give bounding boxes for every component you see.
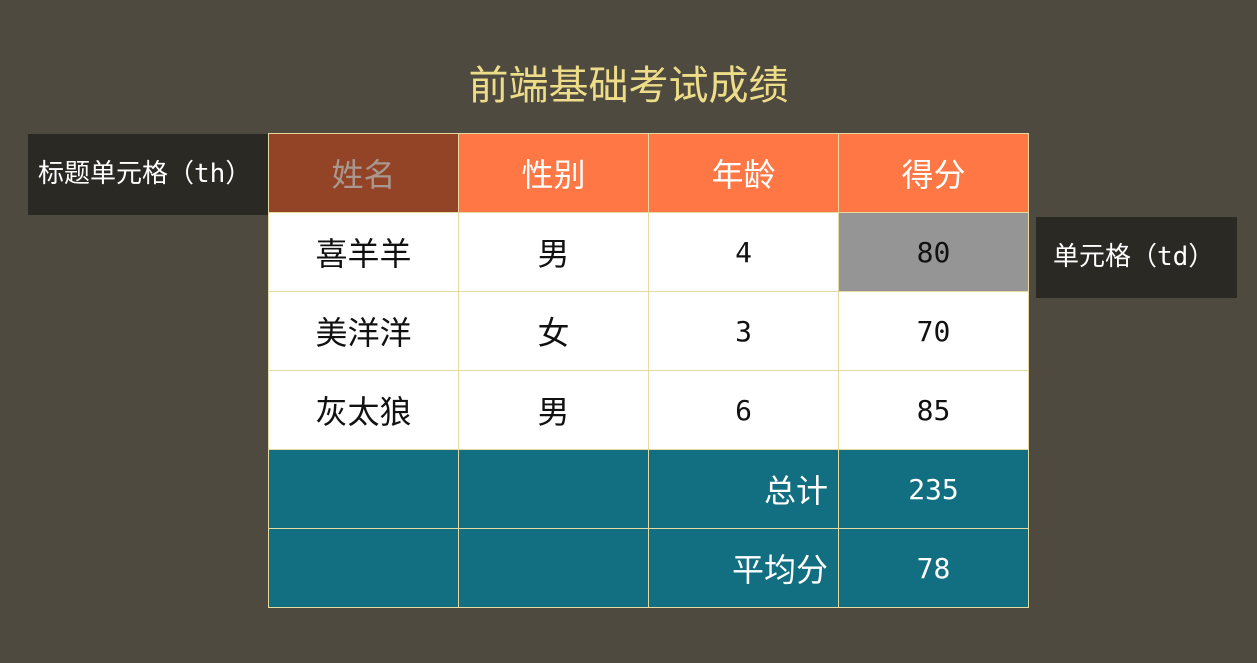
footer-empty-cell <box>268 528 459 608</box>
cell-score: 85 <box>838 370 1029 450</box>
cell-gender: 女 <box>458 291 649 371</box>
cell-gender: 男 <box>458 212 649 292</box>
table-body: 喜羊羊 男 4 80 美洋洋 女 3 70 灰太狼 男 6 85 <box>268 212 1029 450</box>
footer-empty-cell <box>458 449 649 529</box>
header-cell-gender: 性别 <box>458 133 649 213</box>
header-cell-age: 年龄 <box>648 133 839 213</box>
footer-row-average: 平均分 78 <box>268 528 1029 608</box>
header-cell-score: 得分 <box>838 133 1029 213</box>
footer-row-total: 总计 235 <box>268 449 1029 529</box>
footer-average-value: 78 <box>838 528 1029 608</box>
cell-name: 喜羊羊 <box>268 212 459 292</box>
table-row: 喜羊羊 男 4 80 <box>268 212 1029 292</box>
cell-gender: 男 <box>458 370 649 450</box>
cell-score: 70 <box>838 291 1029 371</box>
footer-average-label: 平均分 <box>648 528 839 608</box>
table-footer: 总计 235 平均分 78 <box>268 449 1029 608</box>
callout-data-cell-tag: （td） <box>1131 242 1215 272</box>
header-cell-name: 姓名 <box>268 133 459 213</box>
cell-age: 6 <box>648 370 839 450</box>
page-title: 前端基础考试成绩 <box>468 63 789 109</box>
table-row: 灰太狼 男 6 85 <box>268 370 1029 450</box>
callout-data-cell-text: 单元格 <box>1053 242 1132 272</box>
footer-total-label: 总计 <box>648 449 839 529</box>
callout-data-cell: 单元格（td） <box>1036 217 1237 298</box>
table-row: 美洋洋 女 3 70 <box>268 291 1029 371</box>
cell-age: 3 <box>648 291 839 371</box>
footer-empty-cell <box>458 528 649 608</box>
footer-empty-cell <box>268 449 459 529</box>
callout-header-cell-tag: （th） <box>168 159 252 189</box>
header-row: 姓名 性别 年龄 得分 <box>268 133 1029 213</box>
cell-score-highlighted: 80 <box>838 212 1029 292</box>
cell-name: 美洋洋 <box>268 291 459 371</box>
cell-age: 4 <box>648 212 839 292</box>
callout-header-cell: 标题单元格（th） <box>28 134 268 215</box>
callout-header-cell-text: 标题单元格 <box>38 159 169 189</box>
cell-name: 灰太狼 <box>268 370 459 450</box>
footer-total-value: 235 <box>838 449 1029 529</box>
score-table: 姓名 性别 年龄 得分 喜羊羊 男 4 80 美洋洋 女 3 70 灰太狼 男 … <box>268 133 1029 608</box>
table-header: 姓名 性别 年龄 得分 <box>268 133 1029 213</box>
